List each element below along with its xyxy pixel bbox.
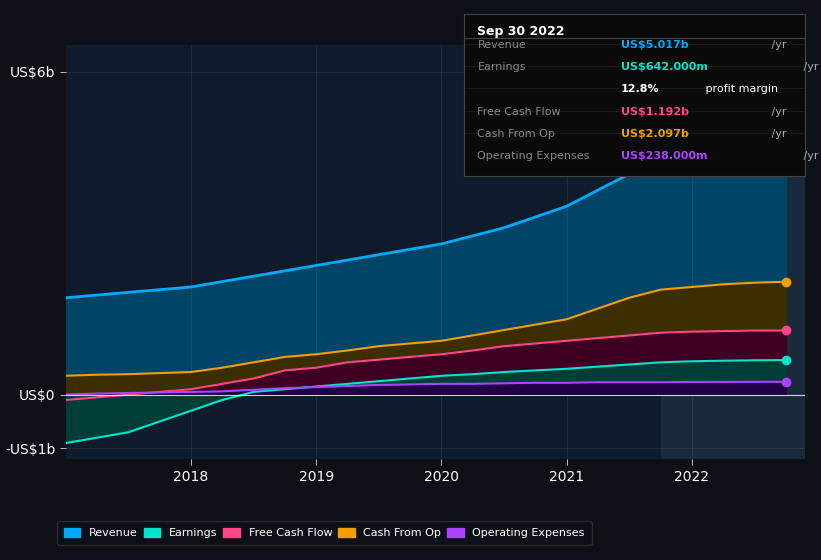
Text: US$1.192b: US$1.192b — [621, 106, 689, 116]
Text: /yr: /yr — [768, 106, 787, 116]
Text: /yr: /yr — [800, 151, 819, 161]
Text: US$5.017b: US$5.017b — [621, 40, 688, 50]
Text: Sep 30 2022: Sep 30 2022 — [478, 25, 565, 39]
Bar — [661, 45, 805, 459]
Text: US$2.097b: US$2.097b — [621, 129, 689, 139]
Text: US$642.000m: US$642.000m — [621, 62, 708, 72]
Text: Revenue: Revenue — [478, 40, 526, 50]
Text: profit margin: profit margin — [702, 85, 778, 95]
Text: 12.8%: 12.8% — [621, 85, 659, 95]
Text: Earnings: Earnings — [478, 62, 526, 72]
Text: /yr: /yr — [768, 129, 787, 139]
Text: /yr: /yr — [768, 40, 787, 50]
Text: /yr: /yr — [800, 62, 819, 72]
Text: Cash From Op: Cash From Op — [478, 129, 555, 139]
Legend: Revenue, Earnings, Free Cash Flow, Cash From Op, Operating Expenses: Revenue, Earnings, Free Cash Flow, Cash … — [57, 521, 591, 545]
Text: Operating Expenses: Operating Expenses — [478, 151, 589, 161]
Text: Free Cash Flow: Free Cash Flow — [478, 106, 561, 116]
Text: US$238.000m: US$238.000m — [621, 151, 707, 161]
